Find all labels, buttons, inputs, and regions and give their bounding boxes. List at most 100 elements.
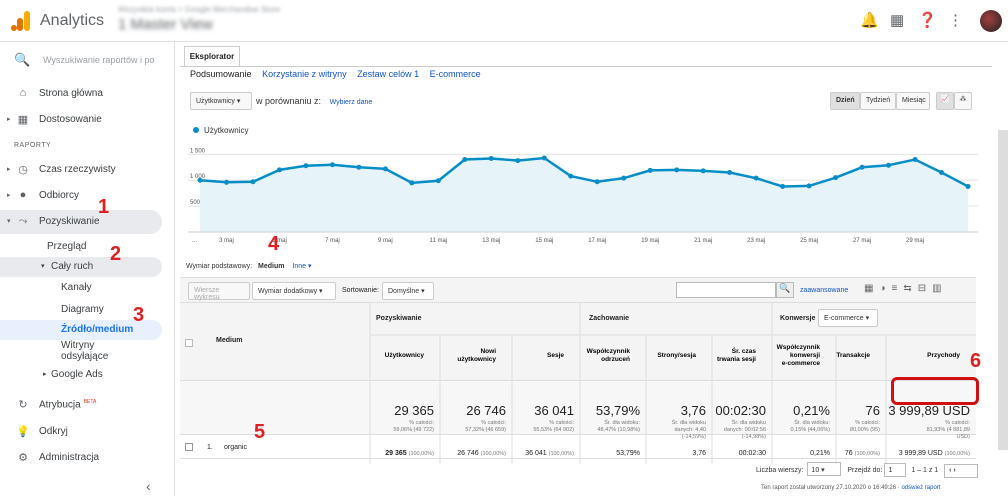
prev-next-buttons[interactable]: ‹ › bbox=[944, 464, 979, 478]
secondary-dimension-select[interactable]: Wymiar dodatkowy ▾ bbox=[252, 282, 336, 300]
total-subtext: Śr. dla widoku: bbox=[604, 418, 640, 426]
x-tick-label: 13 maj bbox=[482, 238, 500, 244]
x-tick-label: 17 maj bbox=[588, 238, 606, 244]
account-path[interactable]: Wszystkie konta > Google Merchandise Sto… bbox=[118, 5, 281, 14]
sidebar-item-attribution[interactable]: ↻ Atrybucja BETA bbox=[0, 393, 162, 417]
users-line-chart: Użytkownicy 1 500 1 000 500... 3 maj 5 maj 7 m… bbox=[188, 126, 978, 244]
data-point bbox=[753, 175, 759, 181]
sort-select[interactable]: Domyślne ▾ bbox=[382, 282, 434, 300]
beta-badge: BETA bbox=[83, 399, 97, 405]
dimension-other[interactable]: Inne bbox=[292, 263, 307, 270]
scrollbar[interactable] bbox=[998, 130, 1008, 450]
period-week-button[interactable]: Tydzień bbox=[860, 92, 896, 110]
data-point bbox=[727, 169, 733, 175]
more-vert-icon[interactable]: ⋮ bbox=[948, 12, 963, 29]
sidebar-item-customization[interactable]: ▸ ▦ Dostosowanie bbox=[7, 114, 102, 126]
subtab-goal-set[interactable]: Zestaw celów 1 bbox=[357, 69, 420, 79]
total-subtext: danych: 00:02:56 bbox=[724, 427, 766, 433]
data-table: Medium Pozyskiwanie Zachowanie Konwersje… bbox=[180, 303, 976, 460]
total-subtext: 0,15% (44,06%) bbox=[791, 427, 831, 433]
sidebar-item-google-ads[interactable]: ▸ Google Ads bbox=[43, 369, 103, 380]
sort-label: Sortowanie: bbox=[342, 287, 379, 294]
sidebar-item-discover[interactable]: 💡 Odkryj bbox=[16, 426, 68, 438]
data-point bbox=[674, 167, 680, 173]
select-all-checkbox[interactable] bbox=[185, 339, 193, 347]
total-subtext: 48,47% (10,98%) bbox=[598, 427, 641, 433]
rows-select[interactable]: 10 ▾ bbox=[807, 462, 842, 476]
data-point bbox=[568, 173, 574, 179]
total-subtext: 57,32% (46 659) bbox=[465, 427, 506, 433]
row-cell: 3,76 bbox=[692, 450, 706, 457]
line-chart-icon[interactable]: 📈 bbox=[936, 92, 954, 110]
caret-right-icon: ▸ bbox=[43, 371, 47, 378]
y-tick-label: 1 500 bbox=[190, 148, 206, 154]
data-point bbox=[780, 183, 786, 189]
sidebar-item-overview[interactable]: Przegląd bbox=[47, 241, 87, 252]
row-checkbox[interactable] bbox=[185, 443, 193, 451]
sidebar-item-realtime[interactable]: ▸ ◷ Czas rzeczywisty bbox=[7, 164, 116, 176]
period-day-button[interactable]: Dzień bbox=[830, 92, 860, 110]
total-subtext: Śr. dla widoku: bbox=[794, 418, 830, 426]
view-type-icons[interactable]: ▦◑≡⇆⊟▥ bbox=[864, 283, 948, 294]
sidebar-item-source-medium[interactable]: Źródło/medium bbox=[0, 320, 162, 340]
sidebar-item-admin[interactable]: ⚙ Administracja bbox=[0, 446, 162, 470]
table-search-input[interactable] bbox=[676, 282, 776, 298]
tab-explorer[interactable]: Eksplorator bbox=[184, 46, 240, 66]
row-medium-link[interactable]: organic bbox=[224, 444, 247, 451]
data-point bbox=[515, 158, 521, 164]
subtab-site-usage[interactable]: Korzystanie z witryny bbox=[262, 69, 347, 79]
avatar[interactable] bbox=[980, 10, 1002, 32]
compare-area: w porównaniu z: Wybierz dane bbox=[256, 96, 373, 106]
row-cell: 76 (100,00%) bbox=[845, 450, 880, 457]
collapse-sidebar-icon[interactable]: ‹ bbox=[146, 478, 151, 494]
data-point bbox=[488, 155, 494, 161]
sidebar-item-home[interactable]: ⌂ Strona główna bbox=[0, 82, 162, 106]
x-tick-label: 21 maj bbox=[694, 238, 712, 244]
advanced-filter-link[interactable]: zaawansowane bbox=[800, 287, 849, 294]
caret-down-icon: ▾ bbox=[41, 263, 45, 270]
motion-chart-icon[interactable]: ⁂ bbox=[954, 92, 972, 110]
sidebar-item-acquisition[interactable]: ▾ ⤳ Pozyskiwanie bbox=[0, 210, 162, 234]
data-point bbox=[700, 168, 706, 174]
help-icon[interactable]: ❓ bbox=[918, 12, 937, 29]
sidebar-item-all-traffic[interactable]: ▾ Cały ruch bbox=[0, 257, 162, 277]
acquisition-icon: ⤳ bbox=[18, 215, 28, 227]
series-line bbox=[199, 156, 969, 188]
refresh-report-link[interactable]: odśwież raport bbox=[901, 485, 941, 491]
conversion-select[interactable]: E-commerce ▾ bbox=[818, 309, 878, 327]
tab-divider bbox=[180, 66, 992, 67]
row-cell: 00:02:30 bbox=[739, 450, 766, 457]
period-month-button[interactable]: Miesiąc bbox=[896, 92, 930, 110]
x-tick-label: 29 maj bbox=[906, 238, 924, 244]
metric-select[interactable]: Użytkownicy ▾ bbox=[190, 92, 252, 110]
choose-metric-link[interactable]: Wybierz dane bbox=[329, 99, 373, 106]
marker-3: 3 bbox=[133, 304, 145, 326]
sidebar-item-channels[interactable]: Kanały bbox=[61, 282, 92, 293]
app-name: Analytics bbox=[40, 12, 105, 29]
apps-grid-icon[interactable]: ▦ bbox=[890, 12, 905, 29]
bell-icon[interactable]: 🔔 bbox=[860, 12, 879, 29]
total-value: 00:02:30 bbox=[715, 403, 766, 418]
subtab-summary[interactable]: Podsumowanie bbox=[190, 69, 252, 79]
goto-input[interactable]: 1 bbox=[884, 463, 907, 477]
total-value: 36 041 bbox=[534, 403, 574, 418]
subtab-ecommerce[interactable]: E-commerce bbox=[429, 69, 481, 79]
column-header: odrzuceń bbox=[601, 356, 630, 363]
sidebar-item-audience[interactable]: ▸ ● Odbiorcy bbox=[7, 189, 80, 201]
sidebar-item-treemaps[interactable]: Diagramy bbox=[61, 304, 104, 315]
search-input[interactable]: Wyszukiwanie raportów i po bbox=[43, 55, 155, 65]
report-search[interactable]: 🔍 Wyszukiwanie raportów i po bbox=[0, 50, 175, 72]
plot-rows-button[interactable]: Wiersze wykresu bbox=[188, 282, 250, 301]
sidebar-item-referrals[interactable]: Witryny odsyłające bbox=[61, 340, 109, 362]
column-header: Strony/sesja bbox=[657, 352, 696, 359]
x-tick-label: 7 maj bbox=[325, 238, 340, 244]
dimension-medium[interactable]: Medium bbox=[258, 263, 285, 270]
data-point bbox=[356, 164, 362, 170]
search-icon[interactable]: 🔍 bbox=[776, 282, 794, 298]
column-header: trwania sesji bbox=[717, 356, 756, 363]
view-selector[interactable]: 1 Master View bbox=[118, 16, 213, 33]
total-subtext: (-14,98%) bbox=[742, 434, 766, 440]
data-point bbox=[621, 175, 627, 181]
legend-label: Użytkownicy bbox=[204, 126, 248, 135]
x-tick-label: 15 maj bbox=[535, 238, 553, 244]
